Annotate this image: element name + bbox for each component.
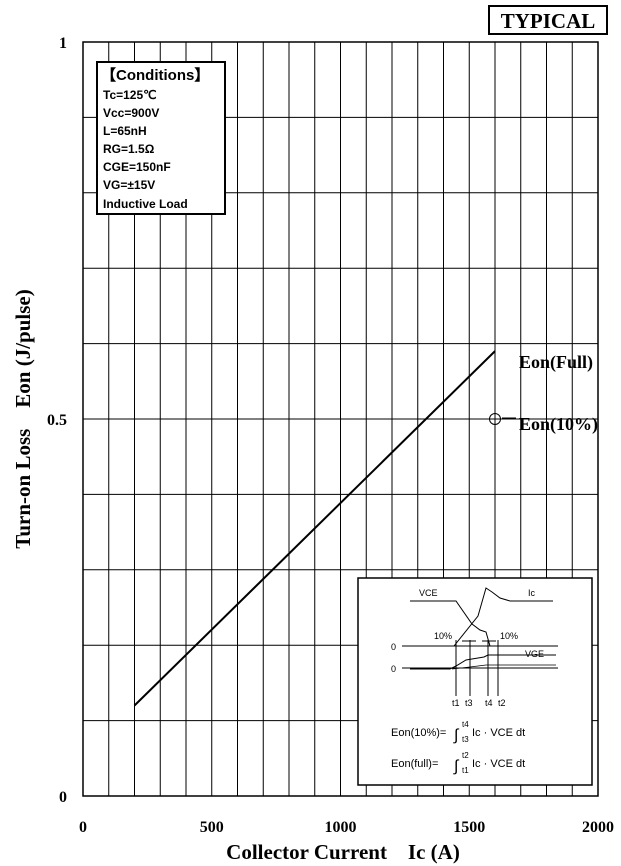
condition-tc: Tc=125℃ (103, 88, 157, 102)
typical-badge: TYPICAL (488, 5, 608, 35)
inset-t4: t4 (485, 698, 493, 708)
condition-load: Inductive Load (103, 197, 188, 211)
formula-eon10-lower: t3 (462, 735, 469, 744)
formula-eon10-integral: ∫ (453, 727, 460, 744)
condition-l: L=65nH (103, 124, 147, 138)
plot-frame (82, 41, 599, 797)
inset-t2: t2 (498, 698, 506, 708)
series-label-eon-10: Eon(10%) (519, 414, 598, 435)
formula-eon10-upper: t4 (462, 720, 469, 729)
x-tick-label: 1500 (453, 819, 485, 836)
x-tick-label: 0 (79, 819, 87, 836)
formula-eon10-prefix: Eon(10%)= (391, 727, 446, 739)
y-axis-title: Turn-on Loss Eon (J/pulse) (11, 289, 35, 548)
inset-10pct-left: 10% (434, 631, 452, 641)
x-tick-label: 1000 (325, 819, 357, 836)
condition-cge: CGE=150nF (103, 160, 171, 174)
series-layer (133, 350, 501, 707)
formula-eonfull-integral: ∫ (453, 758, 460, 775)
y-tick-label: 0 (59, 789, 67, 806)
y-tick-label: 1 (59, 35, 67, 52)
x-tick-label: 500 (200, 819, 224, 836)
inset-t3: t3 (465, 698, 473, 708)
formula-eonfull-upper: t2 (462, 751, 469, 760)
inset-zero-2: 0 (391, 664, 396, 674)
series-label-eon-full: Eon(Full) (519, 352, 593, 373)
tick-labels: 0 500 1000 1500 2000 0 0.5 1 (47, 35, 614, 836)
formula-eonfull-prefix: Eon(full)= (391, 758, 438, 770)
y-tick-label: 0.5 (47, 412, 67, 429)
inset-vce-label: VCE (419, 588, 438, 598)
condition-vcc: Vcc=900V (103, 106, 159, 120)
waveform-inset: VCE Ic 10% 10% 0 VGE 0 t1 t3 t4 t2 (357, 577, 593, 786)
condition-vg: VG=±15V (103, 178, 155, 192)
inset-ic-label: Ic (528, 588, 536, 598)
inset-zero-1: 0 (391, 642, 396, 652)
inset-vge-label: VGE (525, 649, 544, 659)
x-tick-label: 2000 (582, 819, 614, 836)
conditions-title: 【Conditions】 (101, 66, 209, 84)
inset-10pct-right: 10% (500, 631, 518, 641)
conditions-box: 【Conditions】 Tc=125℃ Vcc=900V L=65nH RG=… (96, 61, 226, 215)
typical-badge-text: TYPICAL (501, 9, 596, 33)
formula-eon10-body: Ic · VCE dt (472, 727, 525, 739)
series-eon-full-line (133, 350, 496, 707)
formula-eonfull-lower: t1 (462, 766, 469, 775)
condition-rg: RG=1.5Ω (103, 142, 155, 156)
formula-eonfull-body: Ic · VCE dt (472, 758, 525, 770)
x-axis-title: Collector Current Ic (A) (226, 840, 460, 864)
inset-t1: t1 (452, 698, 460, 708)
